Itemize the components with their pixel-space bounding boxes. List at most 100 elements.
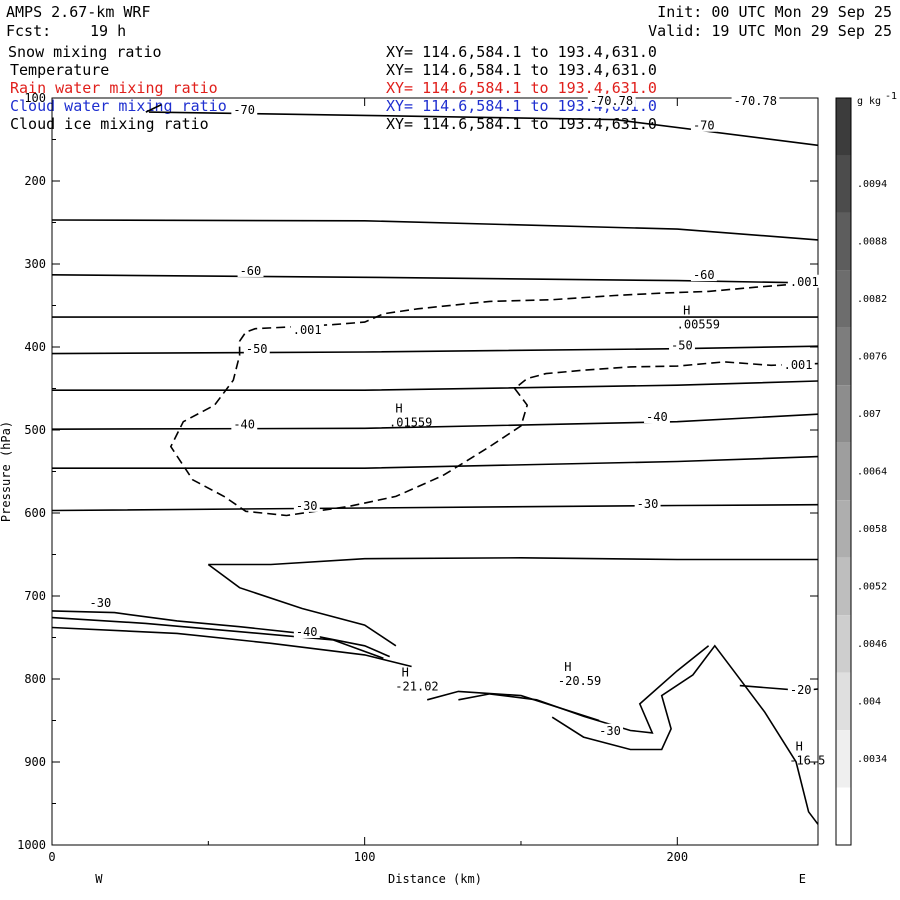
valid-time: Valid: 19 UTC Mon 29 Sep 25 (648, 22, 892, 40)
maximum-marker: H (402, 666, 409, 680)
contour-label-bg (87, 595, 114, 609)
colorbar-tick-label: .004 (857, 696, 881, 707)
contour-label: -40 (646, 410, 668, 424)
y-axis-label: Pressure (hPa) (0, 421, 13, 522)
temperature-contour (551, 644, 819, 825)
contour-label-bg (231, 102, 258, 116)
temperature-contour (148, 111, 819, 147)
temperature-contour (145, 103, 162, 113)
contour-label: -70.78 (590, 94, 633, 108)
colorbar-swatch (836, 442, 851, 501)
maximum-marker: H (395, 402, 402, 416)
temperature-contour (207, 563, 397, 647)
contour-label: .001 (293, 323, 322, 337)
contour-label-bg (293, 498, 320, 512)
x-axis-label: Distance (km) (388, 872, 482, 886)
contour-label-bg (634, 497, 661, 511)
contour-label-bg (731, 93, 780, 107)
colorbar-tick-label: .0034 (857, 754, 887, 765)
y-tick-label: 1000 (17, 838, 46, 852)
temperature-contour (208, 556, 818, 566)
colorbar-swatch (836, 98, 851, 156)
plot-frame (51, 97, 819, 846)
contour-label-bg (781, 357, 815, 371)
contour-label: -30 (599, 724, 621, 738)
colorbar-tick-label: .0076 (857, 352, 887, 363)
contour-label: -40 (233, 418, 255, 432)
contour-label: .001 (790, 275, 819, 289)
temperature-contour (52, 380, 819, 391)
colorbar-tick-label: .0094 (857, 179, 887, 190)
x-tick-label: 100 (354, 850, 376, 864)
temperature-contour (51, 345, 819, 355)
colorbar-swatch (836, 787, 851, 845)
temperature-contour (458, 645, 710, 734)
temperature-contour (51, 610, 391, 658)
west-label: W (95, 872, 103, 886)
colorbar-unit: g kg (857, 96, 881, 107)
maximum-value: .01559 (389, 416, 432, 430)
field-xy-range: XY= 114.6,584.1 to 193.4,631.0 (386, 61, 657, 79)
temperature-contour (51, 274, 819, 284)
contour-label: -70 (233, 103, 255, 117)
contour-label-bg (243, 341, 270, 355)
y-tick-label: 200 (24, 174, 46, 188)
maximum-marker: H (796, 739, 803, 753)
colorbar-tick-label: .0064 (857, 467, 887, 478)
maximum-marker: H (564, 660, 571, 674)
y-tick-label: 700 (24, 589, 46, 603)
field-name: Snow mixing ratio (8, 43, 162, 61)
y-tick-label: 800 (24, 672, 46, 686)
colorbar-tick-label: .0052 (857, 581, 887, 592)
contour-label-bg (237, 263, 264, 277)
field-xy-range: XY= 114.6,584.1 to 193.4,631.0 (386, 79, 657, 97)
contour-label: -60 (240, 264, 262, 278)
temperature-contour (51, 503, 819, 512)
colorbar-tick-label: .0088 (857, 237, 887, 248)
contour-label-bg (293, 625, 320, 639)
maximum-value: -16.5 (789, 753, 825, 767)
maximum-value: -21.02 (395, 680, 438, 694)
y-tick-label: 300 (24, 257, 46, 271)
colorbar-tick-label: .0082 (857, 294, 887, 305)
east-label: E (799, 872, 806, 886)
temperature-contour (51, 413, 819, 430)
field-name: Cloud ice mixing ratio (10, 115, 209, 133)
colorbar-swatch (836, 730, 851, 788)
contour-label-bg (644, 410, 670, 424)
field-name: Rain water mixing ratio (10, 79, 218, 97)
colorbar-swatch (836, 270, 851, 328)
temperature-contour (51, 219, 819, 241)
contour-label-bg (231, 417, 258, 431)
contour-label-bg (290, 322, 324, 336)
field-xy-range: XY= 114.6,584.1 to 193.4,631.0 (386, 43, 657, 61)
y-tick-label: 600 (24, 506, 46, 520)
contour-label: -30 (296, 499, 318, 513)
contour-label-bg (787, 274, 822, 288)
contour-label: -70 (693, 119, 715, 133)
temperature-contour (51, 616, 384, 660)
contour-label: -70.78 (734, 94, 777, 108)
maximum-value: .00559 (677, 318, 720, 332)
field-name: Temperature (10, 61, 110, 79)
colorbar-swatch (836, 500, 851, 558)
colorbar-swatch (836, 327, 851, 386)
contour-label-bg (787, 683, 814, 697)
y-tick-label: 400 (24, 340, 46, 354)
temperature-contour (52, 455, 819, 469)
temperature-contour (426, 690, 600, 722)
colorbar-tick-label: .0046 (857, 639, 887, 650)
snow-contour (169, 341, 819, 517)
colorbar-unit-exp: -1 (885, 91, 897, 102)
y-tick-label: 900 (24, 755, 46, 769)
colorbar-swatch (836, 385, 851, 443)
colorbar-tick-label: .0058 (857, 524, 887, 535)
temperature-contour (51, 626, 412, 668)
contour-label-bg (690, 268, 717, 282)
colorbar-swatch (836, 557, 851, 616)
contour-label: -60 (693, 268, 715, 282)
contour-label-bg (587, 93, 636, 107)
y-tick-label: 100 (24, 91, 46, 105)
contour-label-bg (597, 723, 624, 737)
